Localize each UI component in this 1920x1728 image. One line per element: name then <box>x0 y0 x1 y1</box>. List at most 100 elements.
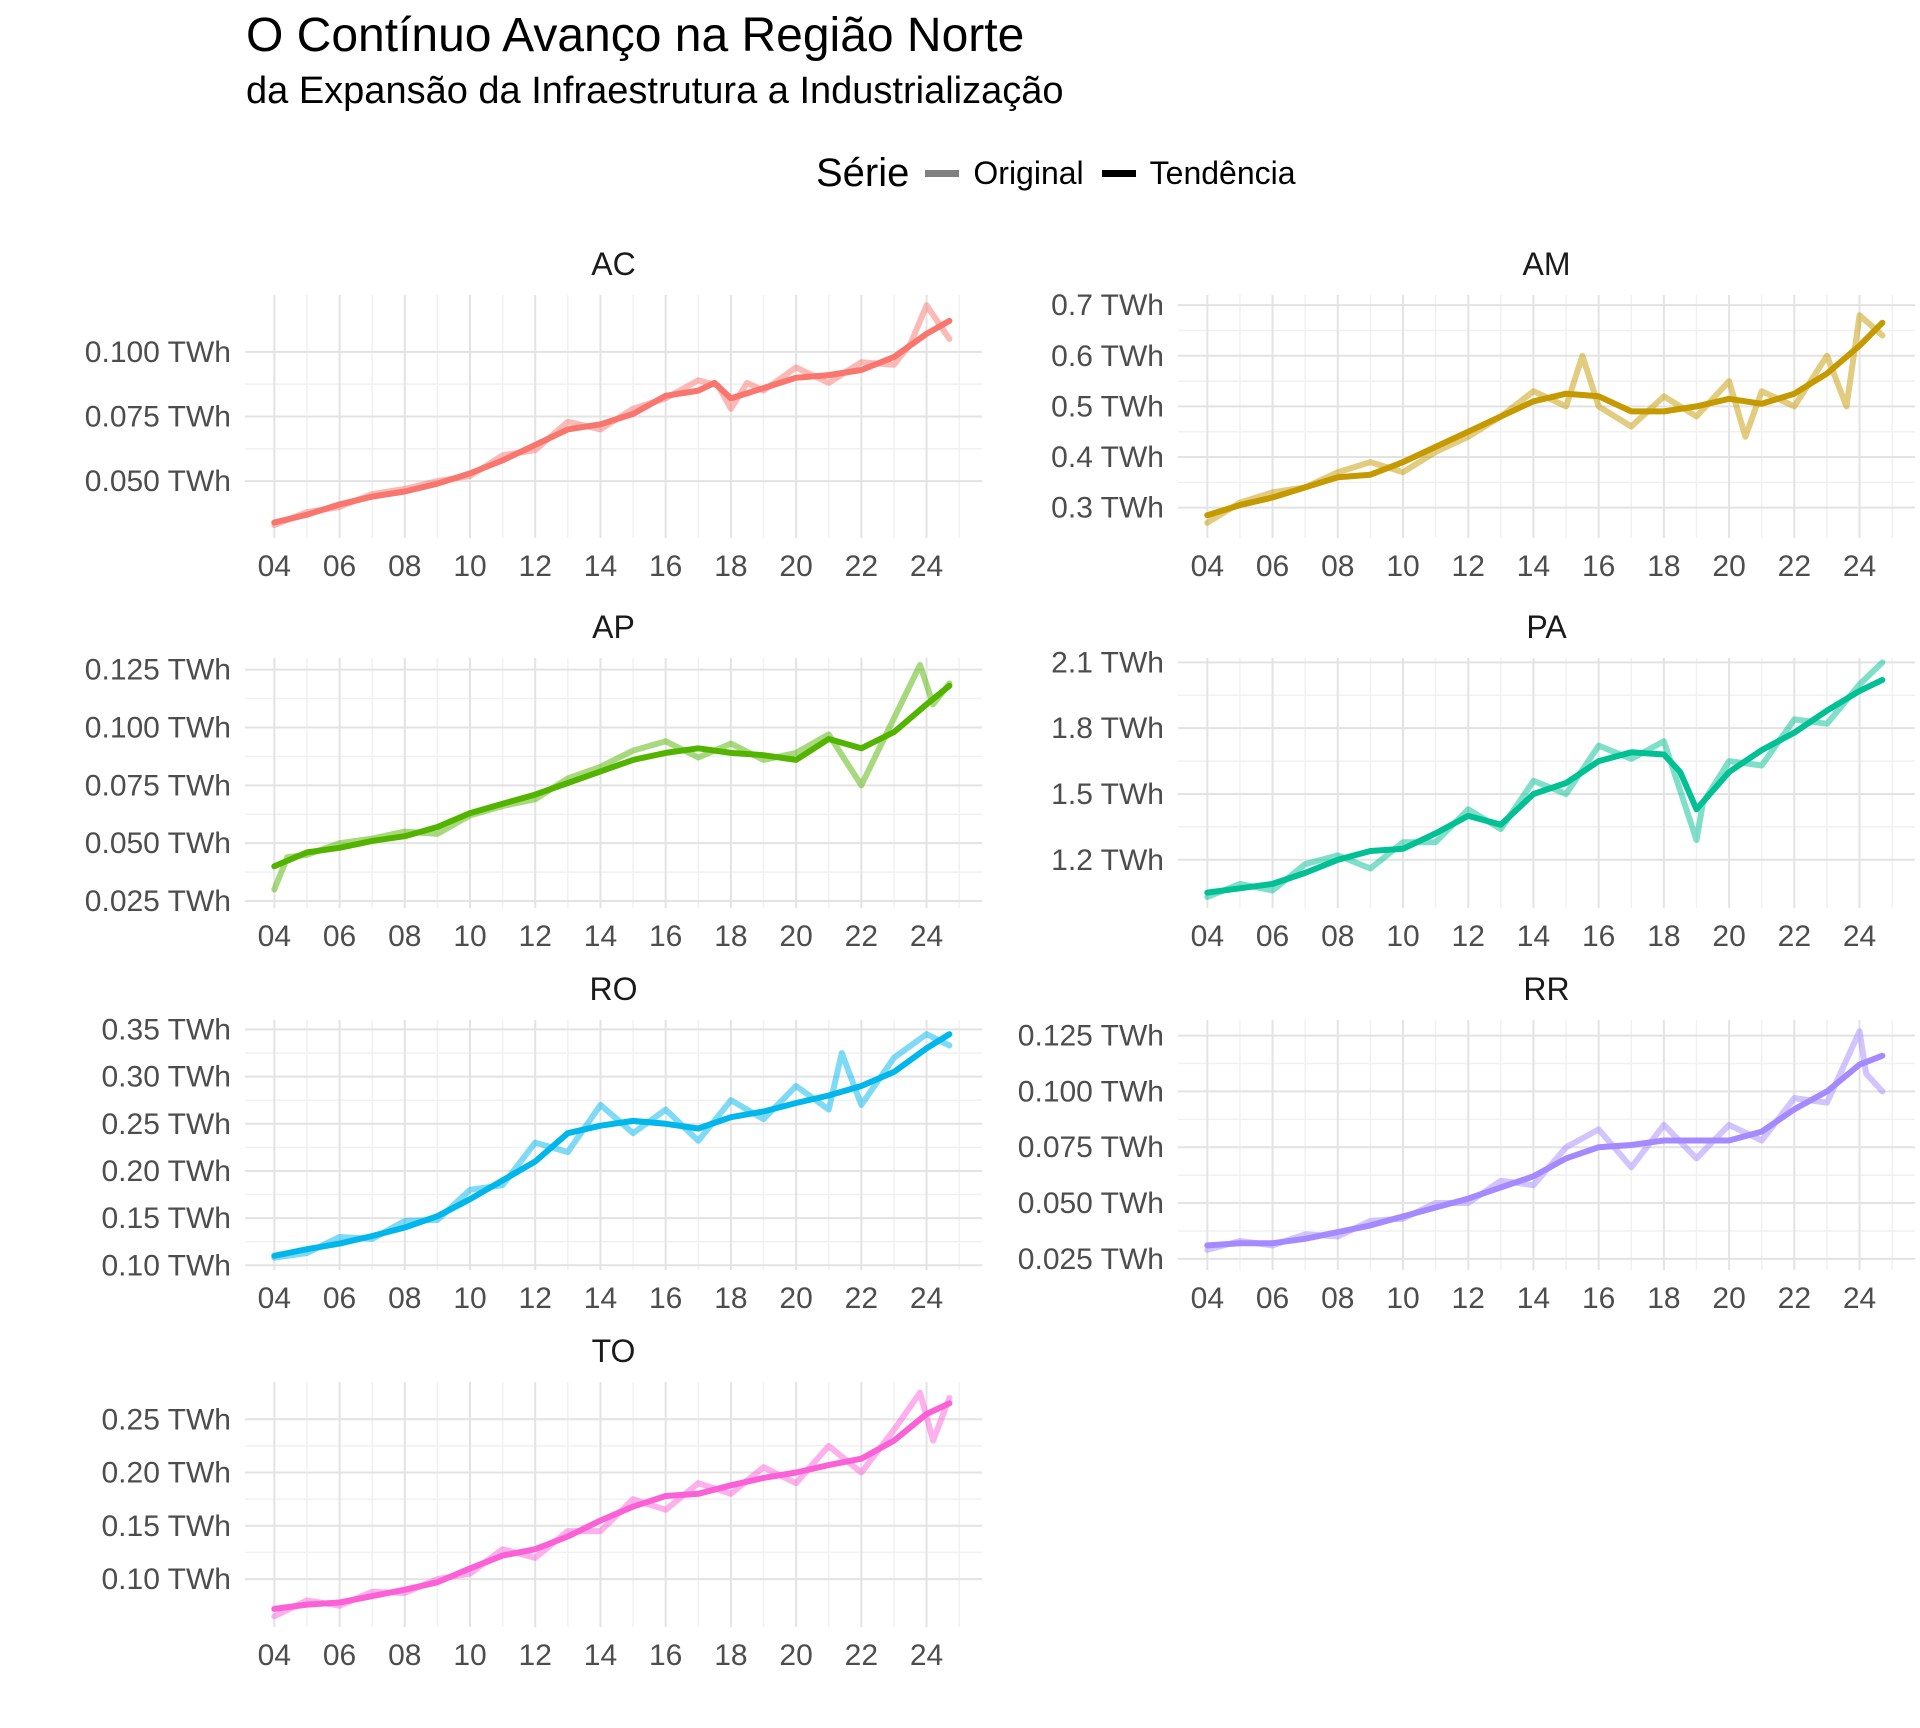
legend: Série Original Tendência <box>816 148 1314 198</box>
x-tick-label: 10 <box>453 920 486 953</box>
x-tick-label: 22 <box>1778 1282 1811 1315</box>
x-tick-label: 22 <box>845 550 878 583</box>
x-tick-label: 04 <box>258 920 291 953</box>
x-tick-label: 20 <box>779 550 812 583</box>
x-tick-label: 18 <box>714 1282 747 1315</box>
x-tick-label: 04 <box>1191 1282 1224 1315</box>
x-tick-label: 12 <box>519 920 552 953</box>
y-tick-label: 0.30 TWh <box>101 1061 231 1094</box>
x-tick-label: 14 <box>584 920 617 953</box>
x-tick-label: 04 <box>1191 920 1224 953</box>
x-tick-label: 10 <box>453 1639 486 1672</box>
series-original-am <box>1204 312 1886 526</box>
x-tick-label: 18 <box>1647 920 1680 953</box>
x-tick-label: 10 <box>1386 920 1419 953</box>
panel-title-ap: AP <box>592 609 635 645</box>
legend-item-trend: Tendência <box>1101 154 1296 192</box>
x-tick-label: 08 <box>1321 550 1354 583</box>
x-tick-label: 18 <box>1647 550 1680 583</box>
y-tick-label: 0.025 TWh <box>1018 1243 1164 1276</box>
x-tick-label: 16 <box>1582 920 1615 953</box>
x-tick-label: 04 <box>258 1639 291 1672</box>
y-tick-label: 2.1 TWh <box>1051 646 1164 679</box>
series-trend-ap <box>271 682 953 870</box>
y-tick-label: 0.075 TWh <box>85 769 231 802</box>
panel-pa: 04 06 08 10 12 14 16 18 20 22 24 1.2 TWh 1.5 TWh 1.8 … <box>1051 609 1915 953</box>
x-tick-label: 18 <box>714 920 747 953</box>
x-tick-label: 22 <box>845 1639 878 1672</box>
series-original-pa <box>1204 659 1886 900</box>
x-tick-label: 20 <box>779 1282 812 1315</box>
x-tick-label: 08 <box>1321 920 1354 953</box>
y-tick-label: 0.15 TWh <box>101 1202 231 1235</box>
y-tick-label: 0.10 TWh <box>101 1249 231 1282</box>
panel-ro: 04 06 08 10 12 14 16 18 20 22 24 0.10 TWh 0.15 TWh 0.… <box>101 971 982 1315</box>
x-tick-label: 14 <box>1517 550 1550 583</box>
legend-label-trend: Tendência <box>1149 154 1296 191</box>
y-tick-label: 0.25 TWh <box>101 1108 231 1141</box>
panel-rr: 04 06 08 10 12 14 16 18 20 22 24 0.025 TWh 0.050 TWh… <box>1018 971 1915 1315</box>
x-tick-label: 20 <box>1712 920 1745 953</box>
y-tick-label: 0.050 TWh <box>85 465 231 498</box>
panel-title-to: TO <box>592 1333 636 1369</box>
x-tick-label: 24 <box>910 550 943 583</box>
x-tick-label: 12 <box>519 1282 552 1315</box>
y-tick-label: 0.050 TWh <box>1018 1187 1164 1220</box>
x-tick-label: 12 <box>519 1639 552 1672</box>
legend-title: Série <box>816 150 910 195</box>
x-tick-label: 08 <box>388 1282 421 1315</box>
y-tick-label: 1.8 TWh <box>1051 712 1164 745</box>
x-tick-label: 06 <box>1256 550 1289 583</box>
legend-label-original: Original <box>973 154 1084 191</box>
x-tick-label: 22 <box>845 1282 878 1315</box>
x-tick-label: 14 <box>1517 920 1550 953</box>
x-tick-label: 04 <box>258 550 291 583</box>
x-tick-label: 24 <box>1843 550 1876 583</box>
y-tick-label: 0.125 TWh <box>1018 1020 1164 1053</box>
chart-subtitle: da Expansão da Infraestrutura a Industri… <box>246 70 1064 112</box>
x-tick-label: 18 <box>1647 1282 1680 1315</box>
y-tick-label: 0.050 TWh <box>85 827 231 860</box>
x-tick-label: 12 <box>519 550 552 583</box>
x-tick-label: 16 <box>1582 1282 1615 1315</box>
y-tick-label: 0.025 TWh <box>85 885 231 918</box>
series-original-ac <box>271 302 953 529</box>
y-tick-label: 0.075 TWh <box>1018 1131 1164 1164</box>
x-tick-label: 14 <box>584 550 617 583</box>
series-trend-ro <box>271 1031 953 1259</box>
x-tick-label: 24 <box>910 1282 943 1315</box>
x-tick-label: 22 <box>1778 920 1811 953</box>
x-tick-label: 08 <box>388 550 421 583</box>
x-tick-label: 06 <box>1256 920 1289 953</box>
y-tick-label: 0.075 TWh <box>85 401 231 434</box>
x-tick-label: 06 <box>1256 1282 1289 1315</box>
legend-key-trend <box>1101 169 1136 177</box>
y-tick-label: 0.4 TWh <box>1051 441 1164 474</box>
y-tick-label: 0.7 TWh <box>1051 289 1164 322</box>
series-trend-rr <box>1204 1052 1886 1249</box>
y-tick-label: 0.25 TWh <box>101 1403 231 1436</box>
x-tick-label: 16 <box>649 920 682 953</box>
x-tick-label: 22 <box>845 920 878 953</box>
x-tick-label: 14 <box>584 1282 617 1315</box>
x-tick-label: 08 <box>388 1639 421 1672</box>
panel-ap: 04 06 08 10 12 14 16 18 20 22 24 0.025 TWh 0.050 TWh… <box>85 609 982 953</box>
series-trend-to <box>271 1400 953 1612</box>
x-tick-label: 06 <box>323 1639 356 1672</box>
x-tick-label: 12 <box>1452 550 1485 583</box>
x-tick-label: 12 <box>1452 1282 1485 1315</box>
y-tick-label: 0.3 TWh <box>1051 492 1164 525</box>
y-tick-label: 0.15 TWh <box>101 1510 231 1543</box>
series-trend-ac <box>271 317 953 526</box>
x-tick-label: 08 <box>1321 1282 1354 1315</box>
x-tick-label: 12 <box>1452 920 1485 953</box>
panel-title-pa: PA <box>1526 609 1567 645</box>
chart-title: O Contínuo Avanço na Região Norte <box>246 9 1025 62</box>
series-original-ro <box>271 1031 953 1261</box>
panel-to: 04 06 08 10 12 14 16 18 20 22 24 0.10 TWh 0.15 TWh 0.… <box>101 1333 982 1672</box>
x-tick-label: 18 <box>714 1639 747 1672</box>
panel-title-ac: AC <box>591 246 635 282</box>
y-tick-label: 0.35 TWh <box>101 1013 231 1046</box>
x-tick-label: 10 <box>453 550 486 583</box>
